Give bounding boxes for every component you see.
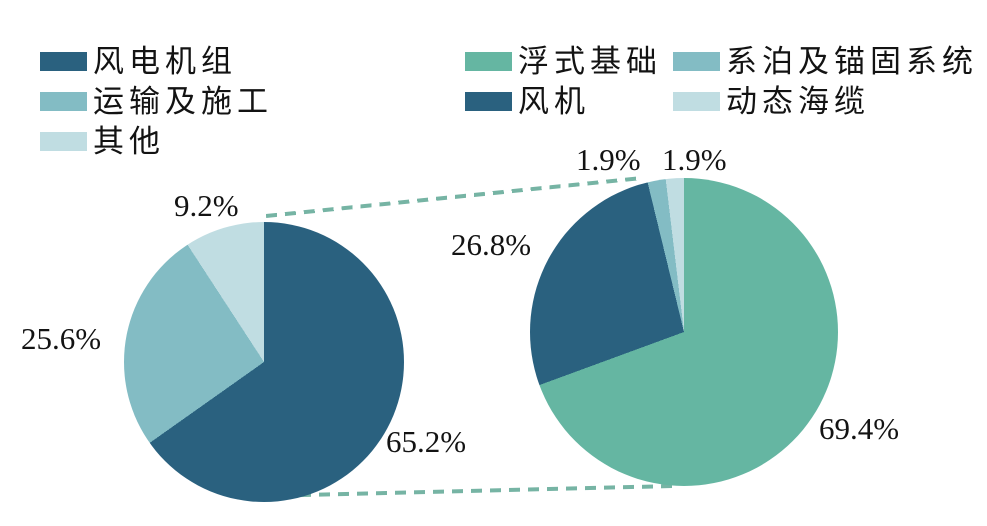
legend-label-dynamic-cable: 动态海缆 [726,84,870,119]
legend-label-mooring-anchoring: 系泊及锚固系统 [726,44,978,79]
slice-label-transport: 25.6% [21,321,102,356]
slice-label-fan: 26.8% [451,227,532,262]
legend-swatch-dynamic-cable [673,92,720,111]
legend-label-transport-construction: 运输及施工 [93,84,273,119]
legend-label-other: 其他 [93,124,165,159]
slice-label-dynamic-cable: 1.9% [662,142,727,177]
legend-label-fan: 风机 [518,84,590,119]
legend-label-floating-foundation: 浮式基础 [518,44,662,79]
pie-overall-cost-breakdown [124,222,404,502]
legend-swatch-transport-construction [40,92,87,111]
legend-swatch-fan [465,92,512,111]
pie-turbine-unit-breakdown [530,178,838,486]
legend-swatch-other [40,132,87,151]
slice-label-wind-turbine-unit: 65.2% [386,424,467,459]
legend-swatch-mooring-anchoring [673,52,720,71]
legend-label-wind-turbine-unit: 风电机组 [93,44,237,79]
slice-label-floating-foundation: 69.4% [819,411,900,446]
slice-label-other: 9.2% [174,188,239,223]
legend-swatch-wind-turbine-unit [40,52,87,71]
slice-label-mooring-anchoring: 1.9% [576,142,641,177]
legend-swatch-floating-foundation [465,52,512,71]
